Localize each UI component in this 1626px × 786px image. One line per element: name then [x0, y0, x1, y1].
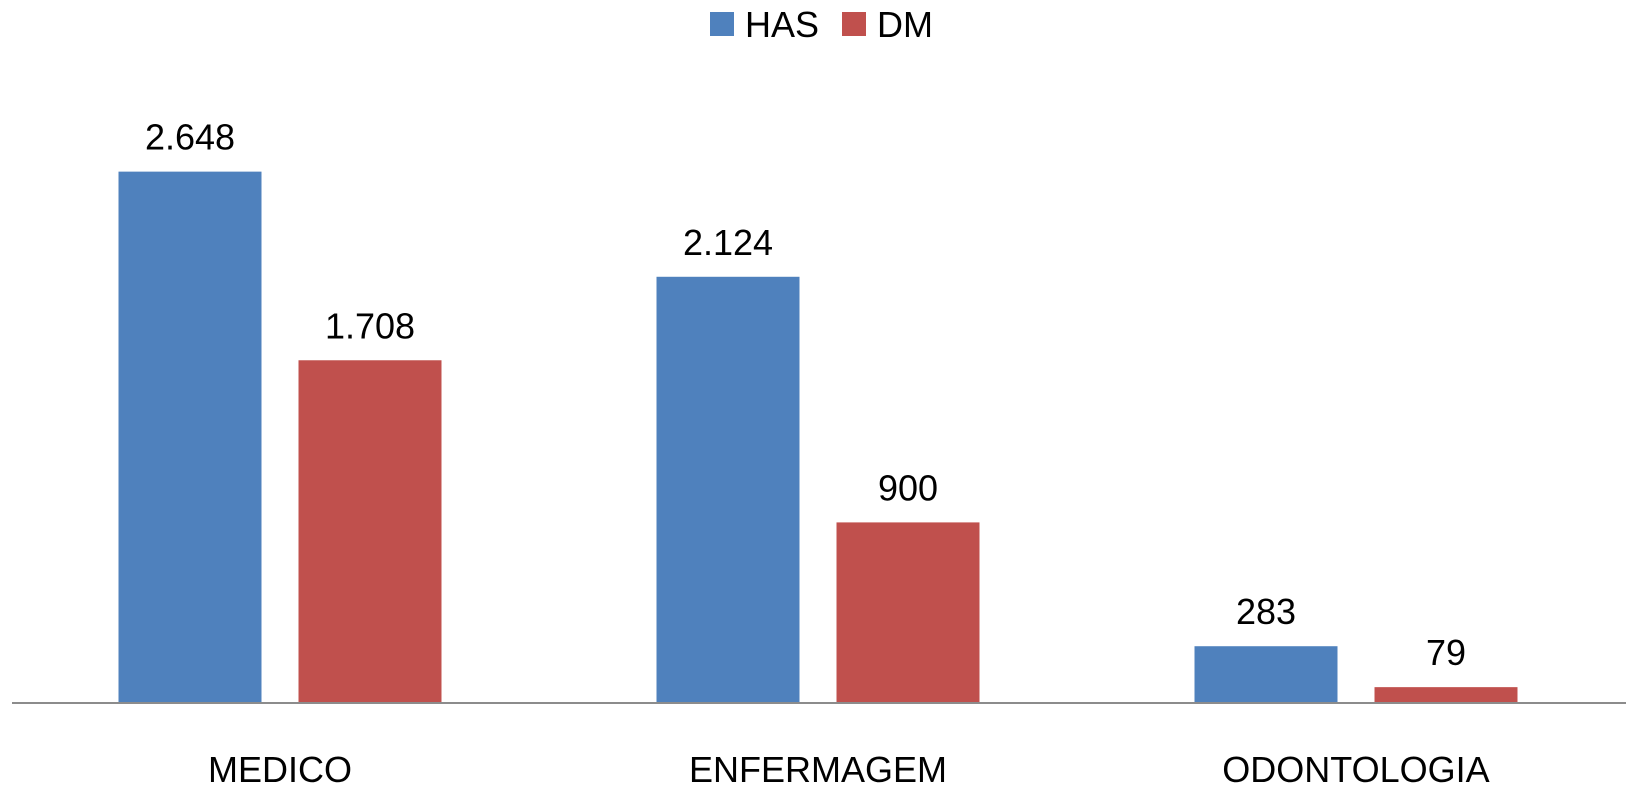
legend-label-has: HAS: [745, 4, 819, 45]
data-label-dm-enfermagem: 900: [878, 467, 938, 508]
plot-area: 2.648 2.124 283 1.708 900 79: [119, 117, 1518, 703]
data-label-has-enfermagem: 2.124: [683, 222, 773, 263]
bar-dm-odontologia: [1375, 687, 1518, 703]
category-label-medico: MEDICO: [208, 749, 352, 786]
data-label-dm-odontologia: 79: [1426, 632, 1466, 673]
legend: HAS DM: [710, 4, 933, 45]
legend-label-dm: DM: [877, 4, 933, 45]
data-label-has-medico: 2.648: [145, 117, 235, 158]
bar-has-odontologia: [1195, 646, 1338, 703]
bar-dm-enfermagem: [837, 522, 980, 703]
category-label-enfermagem: ENFERMAGEM: [689, 749, 947, 786]
legend-swatch-has: [710, 12, 734, 36]
bar-dm-medico: [299, 360, 442, 703]
legend-swatch-dm: [842, 12, 866, 36]
category-label-odontologia: ODONTOLOGIA: [1222, 749, 1489, 786]
data-label-has-odontologia: 283: [1236, 591, 1296, 632]
bar-has-medico: [119, 172, 262, 703]
data-label-dm-medico: 1.708: [325, 305, 415, 346]
category-labels: MEDICO ENFERMAGEM ODONTOLOGIA: [208, 749, 1490, 786]
bar-has-enfermagem: [657, 277, 800, 703]
